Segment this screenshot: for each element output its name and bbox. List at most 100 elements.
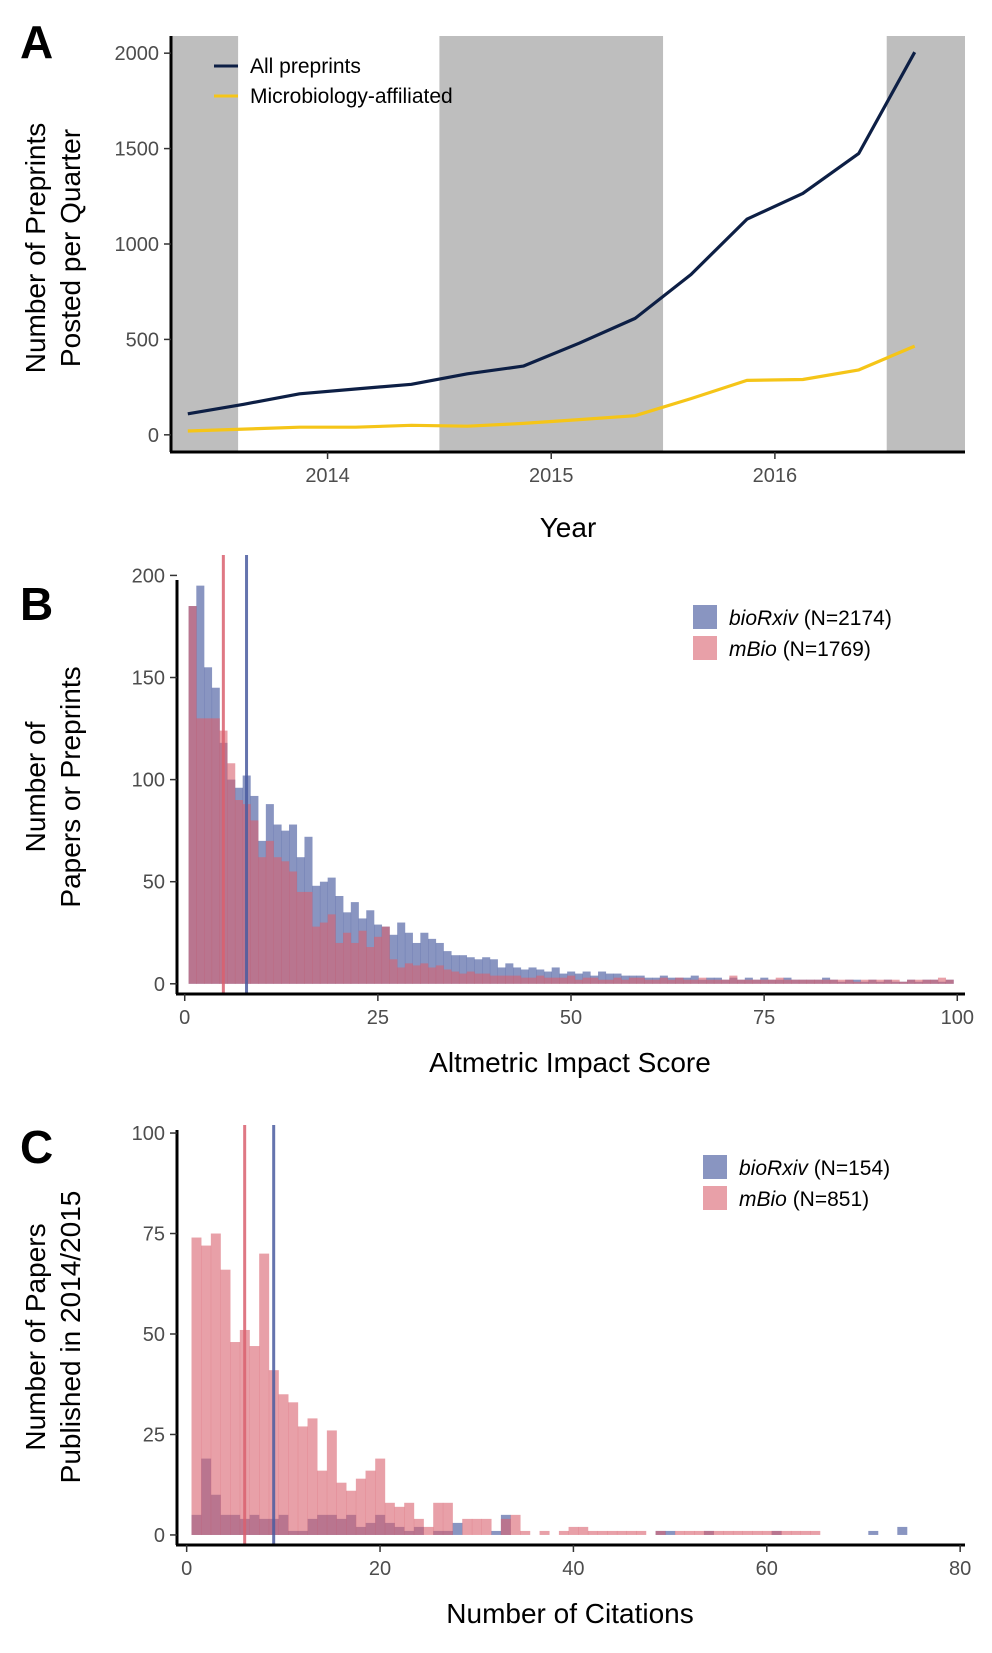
histogram-bar-biorxiv — [690, 975, 699, 984]
histogram-bar-mbio — [771, 1530, 782, 1535]
histogram-bar-mbio — [404, 963, 413, 984]
histogram-bar-mbio — [358, 930, 367, 984]
year-shade-band — [439, 36, 664, 452]
panel-a-y-tick-label: 0 — [148, 425, 159, 447]
histogram-bar-mbio — [227, 763, 236, 984]
histogram-bar-mbio — [922, 979, 931, 984]
legend-label-mbio-name: mBio — [739, 1188, 787, 1211]
panel-a: A 2014 2015 2016 0 500 1000 1500 2000 Year Numb… — [20, 16, 965, 543]
histogram-bar-mbio — [652, 979, 661, 984]
legend-label-biorxiv-count: (N=2174) — [798, 607, 892, 630]
panel-a-ticks: 2014 2015 2016 0 500 1000 1500 2000 — [115, 43, 798, 487]
histogram-bar-mbio — [659, 977, 668, 984]
histogram-bar-mbio — [636, 977, 645, 984]
histogram-bar-mbio — [852, 981, 862, 984]
histogram-bar-mbio — [752, 1530, 763, 1535]
histogram-bar-mbio — [319, 922, 328, 984]
histogram-bar-mbio — [234, 800, 243, 984]
panel-b-y-tick-label: 100 — [132, 770, 165, 792]
panel-b-y-axis-title-line-2: Papers or Preprints — [55, 666, 86, 907]
histogram-bar-mbio — [937, 977, 946, 984]
histogram-bar-mbio — [335, 942, 344, 984]
histogram-bar-mbio — [404, 1502, 415, 1535]
year-shade-band — [886, 36, 965, 452]
panel-a-legend: All preprints Microbiology-affiliated — [214, 55, 453, 108]
histogram-bar-mbio — [907, 979, 916, 984]
histogram-bar-mbio — [423, 1526, 434, 1535]
legend-label-biorxiv-count: (N=154) — [808, 1157, 890, 1180]
histogram-bar-mbio — [489, 975, 498, 984]
histogram-bar-mbio — [220, 1269, 231, 1535]
histogram-bar-biorxiv — [598, 971, 607, 984]
histogram-bar-mbio — [191, 1237, 202, 1535]
histogram-bar-mbio — [721, 979, 730, 984]
histogram-bar-mbio — [201, 1245, 212, 1535]
histogram-bar-mbio — [365, 1470, 376, 1535]
panel-b-legend: bioRxiv (N=2174) mBio (N=1769) — [693, 605, 892, 661]
histogram-bar-mbio — [613, 977, 622, 984]
panel-b-x-tick-label: 50 — [560, 1007, 582, 1029]
panel-b-y-tick-label: 200 — [132, 565, 165, 587]
histogram-bar-mbio — [737, 979, 746, 984]
histogram-bar-mbio — [582, 977, 591, 984]
histogram-bar-mbio — [435, 965, 444, 984]
legend-label-mbio-count: (N=1769) — [777, 638, 871, 661]
histogram-bar-mbio — [876, 979, 885, 984]
histogram-bar-biorxiv — [505, 963, 514, 984]
histogram-bar-mbio — [800, 1530, 811, 1535]
histogram-bar-mbio — [520, 977, 529, 984]
histogram-bar-mbio — [597, 1530, 608, 1535]
histogram-bar-mbio — [471, 1518, 482, 1535]
histogram-bar-mbio — [230, 1342, 241, 1535]
legend-label-microbiology-affiliated: Microbiology-affiliated — [250, 85, 453, 108]
histogram-bar-mbio — [428, 967, 437, 984]
panel-a-plot-area — [187, 51, 917, 433]
legend-label-biorxiv-name: bioRxiv — [739, 1157, 809, 1180]
panel-c-x-tick-label: 60 — [756, 1558, 778, 1580]
panel-b-x-axis-title: Altmetric Impact Score — [429, 1047, 711, 1078]
histogram-bar-mbio — [674, 1530, 685, 1535]
histogram-bar-mbio — [636, 1530, 647, 1535]
histogram-bar-biorxiv — [452, 1522, 463, 1535]
histogram-bar-mbio — [355, 1478, 366, 1535]
histogram-bar-mbio — [791, 979, 800, 984]
histogram-bar-mbio — [288, 1402, 299, 1535]
histogram-bar-mbio — [578, 1526, 589, 1535]
panel-b-x-tick-label: 100 — [941, 1007, 974, 1029]
histogram-bar-biorxiv — [443, 951, 452, 984]
histogram-bar-mbio — [474, 973, 483, 984]
histogram-bar-mbio — [760, 979, 769, 984]
histogram-bar-mbio — [860, 979, 869, 984]
histogram-bar-mbio — [481, 1518, 492, 1535]
histogram-bar-biorxiv — [428, 938, 437, 984]
histogram-bar-mbio — [374, 936, 383, 984]
histogram-bar-biorxiv — [466, 957, 475, 984]
histogram-bar-mbio — [814, 979, 823, 984]
histogram-bar-mbio — [713, 1530, 724, 1535]
panel-a-y-tick-label: 1000 — [115, 234, 160, 256]
histogram-bar-mbio — [497, 975, 506, 984]
histogram-bar-mbio — [605, 979, 614, 984]
histogram-bar-biorxiv — [868, 1530, 879, 1535]
histogram-bar-mbio — [868, 979, 877, 984]
histogram-bar-biorxiv — [397, 922, 406, 984]
histogram-bar-mbio — [713, 979, 722, 984]
histogram-bar-biorxiv — [491, 1530, 502, 1535]
histogram-bar-biorxiv — [520, 969, 529, 984]
panel-c-plot-area — [191, 1125, 908, 1545]
histogram-bar-mbio — [278, 1394, 289, 1535]
legend-label-mbio-count: (N=851) — [787, 1188, 869, 1211]
histogram-bar-mbio — [945, 979, 954, 984]
histogram-bar-biorxiv — [605, 973, 614, 984]
histogram-bar-mbio — [703, 1530, 714, 1535]
histogram-bar-mbio — [451, 971, 460, 984]
panel-a-y-tick-label: 500 — [126, 329, 159, 351]
histogram-bar-mbio — [394, 1506, 405, 1535]
legend-label-mbio-name: mBio — [729, 638, 777, 661]
panel-c-y-axis-title-line-2: Published in 2014/2015 — [55, 1191, 86, 1484]
histogram-bar-biorxiv — [528, 967, 537, 984]
histogram-bar-biorxiv — [366, 910, 375, 984]
panel-c-y-tick-label: 100 — [132, 1123, 165, 1145]
panel-c-x-tick-label: 0 — [181, 1558, 192, 1580]
histogram-bar-mbio — [752, 979, 761, 984]
